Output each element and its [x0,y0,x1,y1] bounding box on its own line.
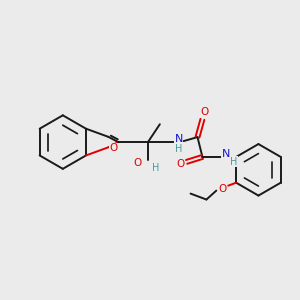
Text: O: O [109,143,117,153]
Text: H: H [230,157,238,167]
Text: H: H [152,163,160,173]
Text: O: O [218,184,226,194]
Text: O: O [134,158,142,168]
Text: O: O [200,107,208,117]
Text: H: H [175,144,182,154]
Text: N: N [175,134,183,144]
Text: O: O [176,159,185,169]
Text: N: N [222,149,230,159]
